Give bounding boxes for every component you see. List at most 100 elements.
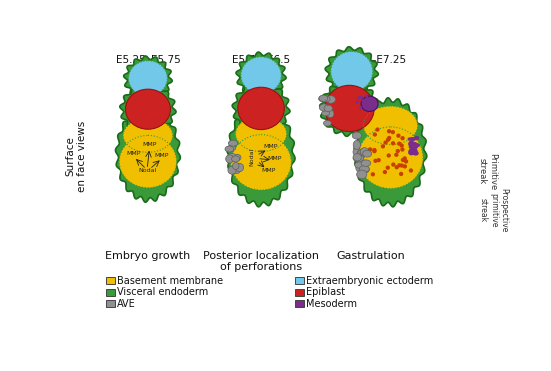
Ellipse shape — [411, 147, 417, 152]
Polygon shape — [320, 81, 379, 136]
Circle shape — [391, 141, 395, 145]
Circle shape — [383, 170, 387, 174]
Ellipse shape — [358, 149, 368, 156]
Ellipse shape — [238, 87, 284, 129]
Circle shape — [401, 136, 405, 140]
Circle shape — [372, 149, 377, 153]
Text: Mesoderm: Mesoderm — [306, 299, 357, 309]
Ellipse shape — [413, 151, 419, 155]
Ellipse shape — [361, 160, 371, 166]
Circle shape — [394, 152, 398, 157]
Circle shape — [375, 127, 380, 132]
Ellipse shape — [361, 99, 365, 102]
Circle shape — [387, 129, 391, 134]
Ellipse shape — [126, 89, 170, 129]
Ellipse shape — [319, 95, 328, 101]
Ellipse shape — [320, 104, 328, 111]
Text: Nodal: Nodal — [139, 168, 157, 173]
Ellipse shape — [353, 140, 360, 150]
Ellipse shape — [325, 109, 333, 115]
Circle shape — [395, 165, 399, 170]
Ellipse shape — [355, 162, 364, 168]
Text: Extraembryonic ectoderm: Extraembryonic ectoderm — [306, 276, 433, 286]
Circle shape — [391, 130, 395, 134]
Ellipse shape — [326, 96, 336, 103]
Polygon shape — [232, 82, 290, 135]
Circle shape — [391, 162, 396, 167]
Ellipse shape — [327, 110, 334, 118]
Ellipse shape — [331, 52, 372, 92]
Ellipse shape — [233, 162, 239, 170]
Circle shape — [381, 144, 385, 148]
Ellipse shape — [355, 161, 364, 168]
Circle shape — [386, 165, 390, 170]
Polygon shape — [116, 105, 180, 202]
Ellipse shape — [226, 155, 234, 163]
Ellipse shape — [229, 166, 235, 174]
Circle shape — [383, 140, 388, 145]
Ellipse shape — [235, 116, 287, 151]
Ellipse shape — [415, 143, 420, 147]
Circle shape — [372, 148, 376, 152]
Ellipse shape — [408, 150, 414, 155]
Ellipse shape — [228, 166, 236, 174]
Ellipse shape — [231, 168, 240, 174]
Ellipse shape — [323, 120, 331, 126]
Ellipse shape — [409, 145, 413, 149]
Ellipse shape — [228, 153, 236, 160]
Text: Embryo growth: Embryo growth — [105, 251, 191, 261]
Ellipse shape — [128, 61, 168, 96]
Ellipse shape — [414, 144, 418, 148]
Circle shape — [387, 153, 391, 158]
Circle shape — [396, 149, 400, 153]
Circle shape — [397, 163, 402, 167]
Ellipse shape — [358, 150, 365, 157]
Polygon shape — [120, 85, 176, 134]
Ellipse shape — [231, 156, 240, 162]
Bar — [295, 277, 304, 284]
Polygon shape — [354, 98, 427, 207]
Ellipse shape — [228, 140, 237, 146]
Circle shape — [376, 158, 381, 162]
Ellipse shape — [414, 136, 419, 140]
Ellipse shape — [357, 160, 366, 168]
Text: Prospective
primitive
streak: Prospective primitive streak — [479, 188, 509, 232]
Ellipse shape — [356, 164, 364, 172]
Ellipse shape — [409, 141, 414, 146]
Text: E6.5–E7.25: E6.5–E7.25 — [348, 55, 407, 65]
Ellipse shape — [318, 95, 328, 102]
Text: Gastrulation: Gastrulation — [337, 251, 406, 261]
Circle shape — [399, 172, 403, 176]
Ellipse shape — [355, 101, 359, 104]
Text: Surface
en face views: Surface en face views — [66, 121, 88, 192]
Ellipse shape — [353, 155, 364, 162]
Ellipse shape — [359, 165, 369, 172]
Ellipse shape — [361, 96, 378, 112]
Circle shape — [401, 158, 405, 162]
Ellipse shape — [234, 154, 241, 161]
Text: Primitive
streak: Primitive streak — [478, 153, 497, 190]
Circle shape — [372, 132, 377, 137]
Ellipse shape — [357, 96, 360, 100]
Ellipse shape — [408, 137, 412, 141]
Circle shape — [399, 163, 404, 168]
Circle shape — [396, 134, 401, 138]
Text: Visceral endoderm: Visceral endoderm — [117, 287, 208, 297]
Ellipse shape — [321, 96, 330, 102]
Ellipse shape — [360, 96, 364, 99]
Ellipse shape — [363, 150, 372, 157]
Text: Epiblast: Epiblast — [306, 287, 345, 297]
Circle shape — [387, 136, 391, 140]
Ellipse shape — [365, 95, 368, 98]
Circle shape — [404, 159, 408, 164]
Ellipse shape — [225, 146, 234, 152]
Text: MMP: MMP — [262, 168, 276, 173]
Circle shape — [368, 147, 372, 151]
Text: MMP: MMP — [155, 153, 169, 158]
Circle shape — [409, 168, 413, 173]
Text: E5.75–E6.5: E5.75–E6.5 — [232, 55, 290, 65]
Ellipse shape — [356, 170, 367, 179]
Ellipse shape — [325, 85, 374, 132]
Ellipse shape — [355, 153, 364, 160]
Circle shape — [400, 147, 404, 152]
